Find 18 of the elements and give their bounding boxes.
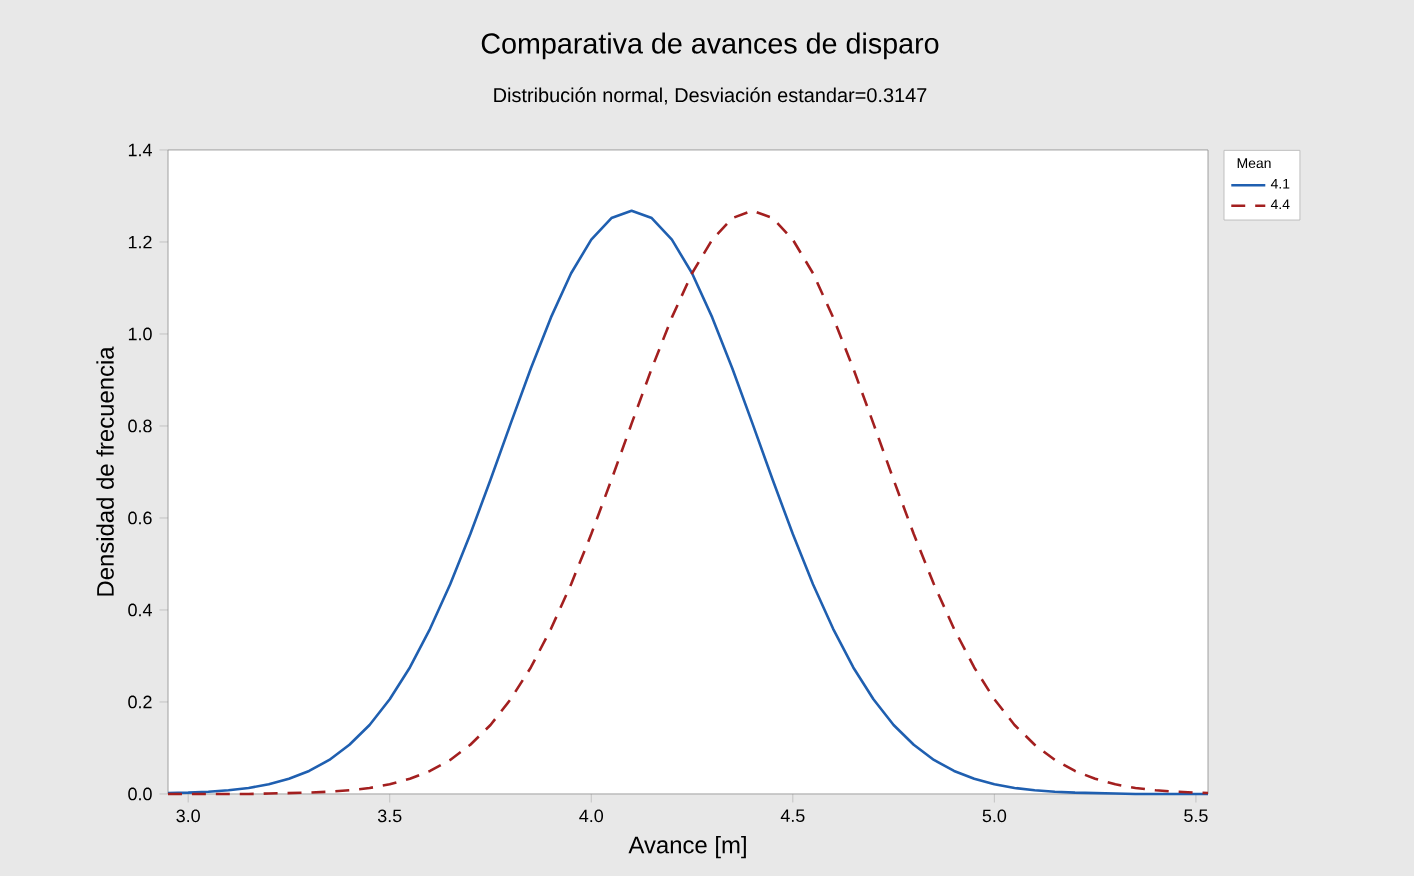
y-tick-label: 1.2	[128, 235, 152, 249]
x-tick-label: 4.5	[780, 809, 805, 823]
y-tick-label: 0.4	[128, 603, 152, 617]
y-tick-label: 0.2	[128, 695, 152, 709]
x-tick-label: 3.5	[377, 809, 402, 823]
x-tick-label: 5.0	[982, 809, 1007, 823]
x-tick-label: 5.5	[1184, 809, 1208, 823]
y-tick-label: 0.0	[128, 787, 152, 801]
x-tick-label: 4.0	[579, 809, 604, 823]
y-tick-label: 0.6	[128, 511, 152, 525]
y-axis-title: Densidad de frecuencia	[96, 346, 114, 596]
chart-title: Comparativa de avances de disparo	[481, 32, 939, 60]
chart-subtitle: Distribución normal, Desviación estandar=0.3147	[494, 87, 927, 105]
x-axis-title: Avance [m]	[628, 835, 746, 859]
y-tick-label: 0.8	[128, 419, 152, 433]
y-tick-label: 1.4	[128, 143, 152, 157]
y-tick-label: 1.0	[128, 327, 152, 341]
x-tick-label: 3.0	[176, 809, 200, 823]
